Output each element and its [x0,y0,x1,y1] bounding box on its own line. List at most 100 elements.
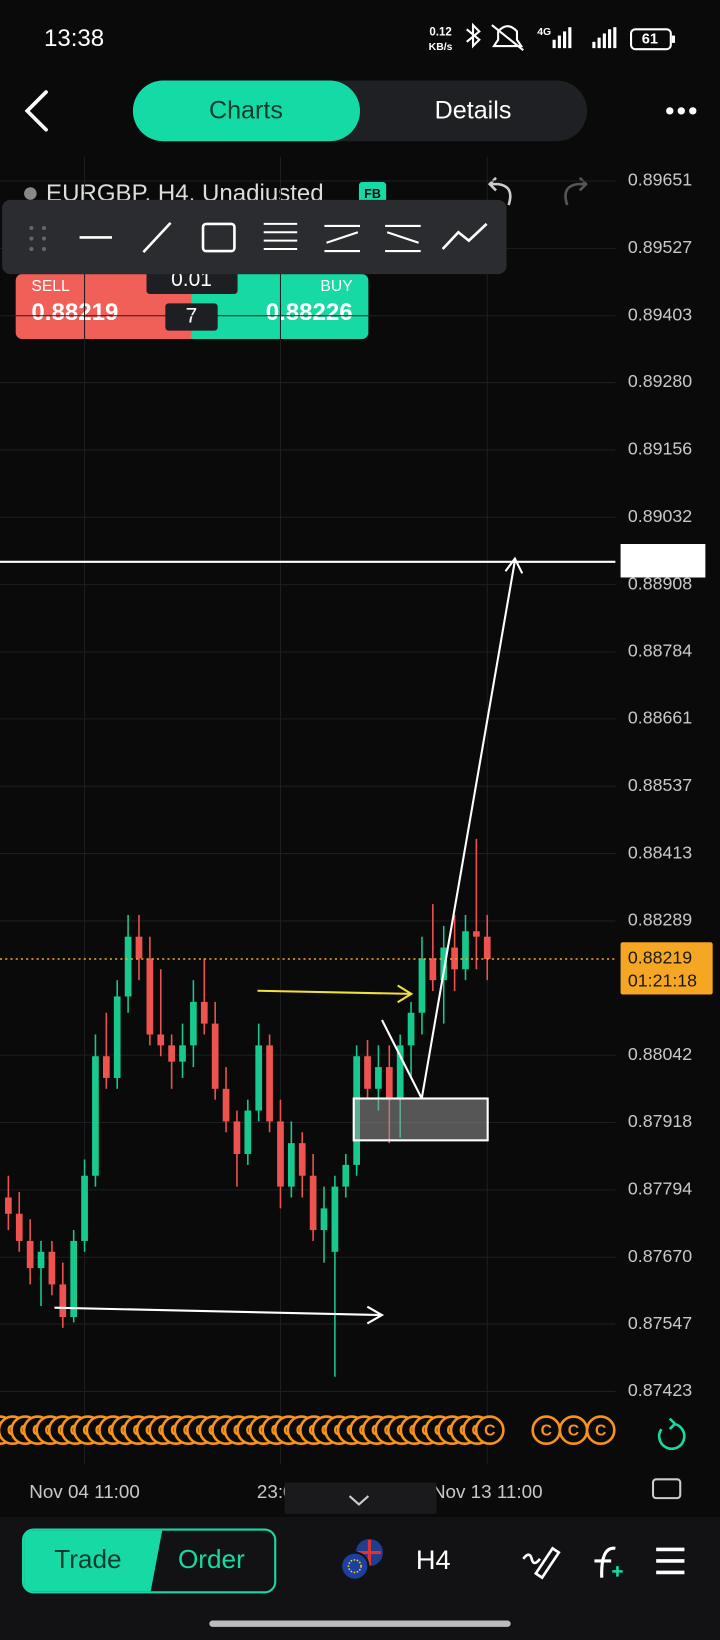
network-type: 4G [537,27,551,38]
candle-body [473,931,480,937]
candle-body [288,1143,295,1187]
event-marker-label: C [568,1422,579,1439]
trade-active[interactable] [24,1530,163,1592]
net-unit: KB/s [429,42,453,53]
candle-body [298,1143,306,1176]
draw-button[interactable] [522,1546,561,1580]
last-price-box [620,942,713,995]
user-drawings [0,544,706,1325]
candle-body [375,1067,382,1089]
event-marker-label: C [484,1422,495,1439]
y-tick-label: 0.89527 [628,237,692,257]
y-tick-label: 0.89651 [628,170,692,190]
battery-icon [630,28,672,51]
candle-body [462,931,469,970]
candle-body [157,1034,165,1046]
flag-eu-stars [347,1559,362,1574]
y-tick-label: 0.87670 [628,1246,692,1266]
candle-body [102,1056,110,1078]
back-button[interactable] [24,90,48,132]
toolbar-icons[interactable] [79,221,488,254]
y-tick-label: 0.89403 [628,304,692,324]
y-tick-label: 0.88784 [628,641,692,661]
badge-bg [358,182,387,206]
y-tick-label: 0.88042 [628,1044,692,1064]
candle-body [48,1251,56,1285]
timeframe[interactable]: H4 [416,1544,451,1575]
x-tick-label: Nov 04 11:00 [29,1481,140,1502]
tab-details[interactable]: Details [435,97,512,125]
candle-body [81,1175,88,1241]
bluetooth-icon [466,22,481,49]
candle-body [342,1164,350,1187]
y-tick-label: 0.89280 [628,371,692,391]
status-time: 13:38 [44,25,104,52]
collapse-tab[interactable] [284,1482,437,1514]
countdown-label: 01:21:18 [628,971,697,991]
candle-body [233,1121,241,1155]
event-marker-label: C [541,1422,552,1439]
menu-button[interactable] [656,1547,685,1575]
y-tick-label: 0.88908 [628,573,692,593]
candle-body [429,958,437,981]
mute-icon [491,24,524,52]
y-tick-label: 0.87547 [628,1313,692,1333]
y-tick-label: 0.88661 [628,708,692,728]
order-button[interactable]: Order [178,1544,245,1574]
trade-order-toggle [21,1528,277,1594]
candle-body [277,1121,284,1187]
signal-icons [552,27,617,49]
candle-body [211,1023,219,1089]
drawing-toolbar [2,199,507,275]
candle-body [179,1045,186,1062]
y-tick-label: 0.89032 [628,506,692,526]
candle-body [451,947,458,970]
y-tick-label: 0.87918 [628,1111,692,1131]
badge: FB [364,187,381,201]
tab-active[interactable] [132,80,360,142]
indicator-button[interactable] [594,1546,616,1578]
net-speed: 0.12 [429,26,451,38]
fullscreen-button[interactable] [651,1478,682,1500]
candle-body [200,1001,208,1024]
flag-eu [340,1551,370,1581]
flag-gb-cross [357,1539,381,1566]
buy-label: BUY [320,278,353,295]
spread-box [165,303,218,331]
y-tick-label: 0.87423 [628,1380,692,1400]
candle-body [440,947,448,981]
candle-body [124,936,132,997]
chart: 0.89651 0.89527 0.89403 0.89280 0.89156 0.890… [0,156,713,1502]
redo-button[interactable] [564,176,588,206]
candle-body [135,936,143,959]
candle-body [396,1045,404,1100]
event-marker [474,1415,505,1446]
candle-body [483,936,491,959]
candle-body [59,1284,67,1317]
undo-button[interactable] [487,176,512,206]
status-dot [24,187,37,200]
trade-button[interactable]: Trade [54,1544,121,1574]
more-button[interactable] [666,107,697,115]
candle-body [309,1175,317,1231]
candle-body [266,1045,273,1122]
reset-button[interactable] [657,1417,686,1451]
event-marker [585,1415,616,1446]
candle-body [255,1045,263,1111]
candle-body [70,1240,78,1317]
candle-body [385,1067,393,1100]
tab-charts[interactable]: Charts [209,97,283,125]
candle-body [364,1056,371,1089]
battery-level: 61 [642,32,658,48]
event-marker-label: C [595,1422,606,1439]
candle-body [5,1197,12,1214]
last-price-label: 0.88219 [628,948,692,968]
candle-body [222,1088,230,1122]
candle-body [407,1012,415,1046]
y-tick-label: 0.88289 [628,910,692,930]
sell-label: SELL [31,278,70,295]
candle-body [146,958,154,1035]
candle-body [418,958,426,1013]
